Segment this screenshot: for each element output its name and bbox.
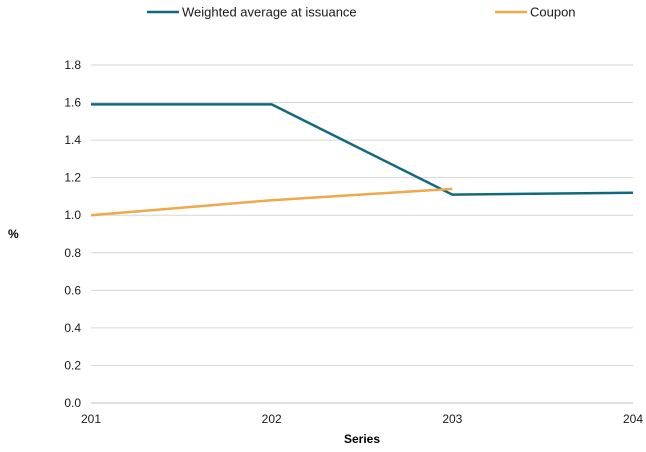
x-tick-label: 202: [262, 412, 282, 426]
y-tick-labels: 0.0 0.2 0.4 0.6 0.8 1.0 1.2 1.4 1.6 1.8: [64, 58, 81, 410]
x-tick-label: 204: [623, 412, 643, 426]
y-tick-label: 1.0: [64, 208, 81, 222]
x-tick-label: 201: [81, 412, 101, 426]
y-tick-label: 0.2: [64, 358, 81, 372]
y-tick-label: 0.0: [64, 396, 81, 410]
gridlines: [91, 64, 633, 404]
y-axis-title: %: [8, 227, 19, 241]
y-tick-label: 0.6: [64, 283, 81, 297]
x-tick-labels: 201 202 203 204: [81, 412, 643, 426]
y-tick-label: 1.4: [64, 133, 81, 147]
y-tick-label: 0.8: [64, 246, 81, 260]
x-tick-label: 203: [442, 412, 462, 426]
x-axis-title: Series: [344, 432, 380, 446]
series-line-weighted-average: [91, 103, 634, 196]
series-line-coupon: [90, 187, 453, 217]
y-tick-label: 1.6: [64, 96, 81, 110]
series-lines: [90, 103, 634, 217]
legend: Weighted average at issuance Coupon: [147, 5, 576, 20]
legend-label-weighted-average: Weighted average at issuance: [182, 5, 357, 20]
y-tick-label: 0.4: [64, 321, 81, 335]
legend-item-coupon: Coupon: [495, 5, 576, 20]
y-tick-label: 1.8: [64, 58, 81, 72]
y-tick-label: 1.2: [64, 171, 81, 185]
legend-item-weighted-average: Weighted average at issuance: [147, 5, 357, 20]
legend-label-coupon: Coupon: [530, 5, 576, 20]
